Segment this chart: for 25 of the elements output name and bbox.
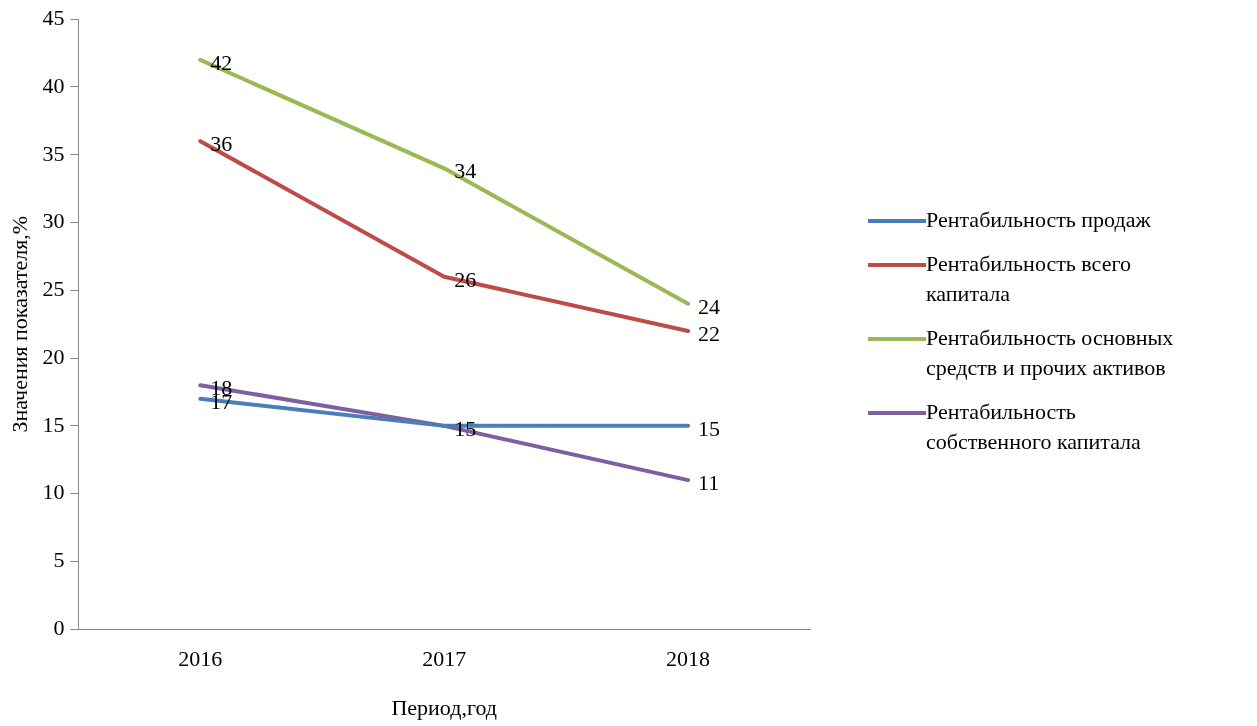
data-label: 36: [210, 130, 233, 156]
y-tick-label: 5: [53, 547, 65, 573]
y-tick-label: 45: [42, 4, 65, 30]
y-tick-label: 40: [42, 72, 65, 98]
x-axis-title: Период,год: [391, 694, 497, 720]
x-tick-label: 2018: [666, 646, 711, 672]
y-tick-label: 30: [42, 208, 65, 234]
data-label: 22: [698, 320, 721, 346]
legend-label: Рентабильность собственного капитала: [926, 398, 1142, 456]
y-tick-label: 35: [42, 140, 65, 166]
y-tick-label: 15: [42, 411, 65, 437]
y-tick-label: 20: [42, 343, 65, 369]
data-label: 24: [698, 293, 721, 319]
y-axis-title: Значения показателя,%: [6, 215, 32, 433]
y-tick-label: 10: [42, 479, 65, 505]
legend-label: Рентабильность продаж: [926, 206, 1151, 234]
legend-label: Рентабильность основных средств и прочих активов: [926, 324, 1175, 382]
legend-label: Рентабильность всего капитала: [926, 250, 1132, 308]
data-label: 15: [698, 415, 721, 441]
data-label: 11: [698, 469, 720, 495]
x-tick-label: 2017: [422, 646, 467, 672]
x-tick-label: 2016: [178, 646, 223, 672]
y-tick-label: 0: [53, 614, 65, 640]
y-tick-label: 25: [42, 276, 65, 302]
data-label: 34: [454, 158, 477, 184]
